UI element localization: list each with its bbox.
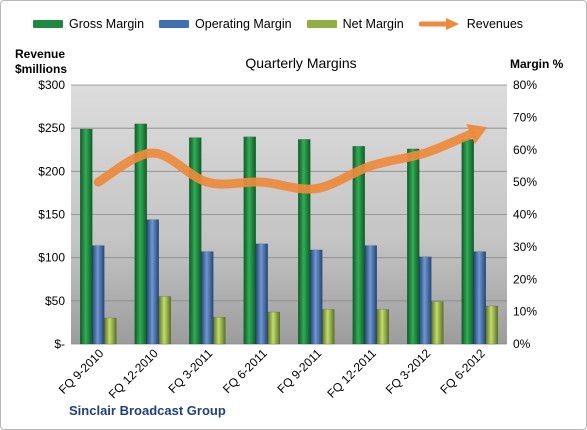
category-tick-label: FQ 3-2011: [166, 346, 216, 396]
bar-net-margin: [431, 301, 444, 345]
bar-net-margin: [485, 305, 498, 345]
bar-gross-margin: [461, 139, 474, 345]
category-tick-label: FQ 9-2010: [56, 346, 107, 397]
bar-net-margin: [158, 296, 171, 345]
left-tick-label: $250: [38, 121, 65, 135]
right-tick-label: 0%: [513, 337, 531, 351]
legend-label-operating: Operating Margin: [195, 17, 292, 31]
bar-operating-margin: [473, 251, 486, 345]
category-tick-label: FQ 6-2011: [220, 346, 270, 396]
category-tick-label: FQ 12-2011: [324, 346, 379, 401]
left-tick-label: $100: [38, 251, 65, 265]
legend-item-gross-margin: Gross Margin: [33, 17, 144, 31]
bar-operating-margin: [255, 243, 268, 345]
legend-label-net: Net Margin: [342, 17, 404, 31]
legend-item-net-margin: Net Margin: [306, 17, 404, 31]
right-tick-label: 20%: [513, 272, 537, 286]
right-tick-label: 70%: [513, 110, 537, 124]
bar-operating-margin: [201, 251, 214, 345]
legend-swatch-gross: [33, 20, 63, 28]
legend: Gross Margin Operating Margin Net Margin…: [23, 14, 538, 34]
right-tick-label: 80%: [513, 78, 537, 92]
bar-net-margin: [104, 317, 117, 345]
right-tick-label: 30%: [513, 240, 537, 254]
right-tick-label: 10%: [513, 305, 537, 319]
category-tick-label: FQ 12-2010: [106, 346, 161, 401]
category-tick-label: FQ 6-2012: [437, 346, 488, 397]
company-name: Sinclair Broadcast Group: [69, 403, 226, 418]
line-layer: [93, 123, 488, 194]
left-tick-label: $-: [54, 337, 65, 351]
bar-layer: [80, 123, 498, 345]
left-tick-label: $200: [38, 164, 65, 178]
revenues-line: [93, 129, 476, 194]
right-tick-label: 40%: [513, 208, 537, 222]
legend-label-gross: Gross Margin: [69, 17, 145, 31]
category-tick-label: FQ 3-2012: [383, 346, 434, 397]
chart-title: Quarterly Margins: [245, 55, 357, 71]
bar-gross-margin: [352, 146, 365, 345]
bar-operating-margin: [310, 249, 323, 345]
category-tick-label: FQ 9-2011: [275, 346, 325, 396]
left-axis-title: Revenue $millions: [15, 47, 68, 76]
right-tick-label: 50%: [513, 175, 537, 189]
legend-arrow-icon: [418, 18, 459, 30]
left-tick-label: $150: [38, 208, 65, 222]
revenues-arrowhead: [466, 123, 488, 145]
bar-gross-margin: [298, 139, 311, 345]
legend-item-operating-margin: Operating Margin: [159, 17, 292, 31]
bar-operating-margin: [146, 219, 159, 345]
bar-gross-margin: [80, 128, 93, 345]
bar-operating-margin: [419, 256, 432, 345]
bar-gross-margin: [407, 148, 420, 345]
bar-net-margin: [376, 309, 389, 345]
bar-operating-margin: [364, 245, 377, 345]
legend-label-revenues: Revenues: [466, 17, 524, 31]
legend-item-revenues: Revenues: [418, 17, 524, 31]
bar-net-margin: [322, 309, 335, 345]
legend-swatch-net: [306, 20, 337, 28]
right-axis-title: Margin %: [510, 57, 564, 71]
bar-net-margin: [267, 311, 280, 345]
bar-operating-margin: [92, 245, 105, 345]
legend-swatch-operating: [159, 20, 190, 28]
left-tick-label: $50: [45, 294, 65, 308]
left-tick-label: $300: [38, 78, 65, 92]
bar-gross-margin: [243, 136, 256, 345]
bar-net-margin: [213, 316, 226, 345]
bar-gross-margin: [189, 137, 202, 345]
right-tick-label: 60%: [513, 143, 537, 157]
